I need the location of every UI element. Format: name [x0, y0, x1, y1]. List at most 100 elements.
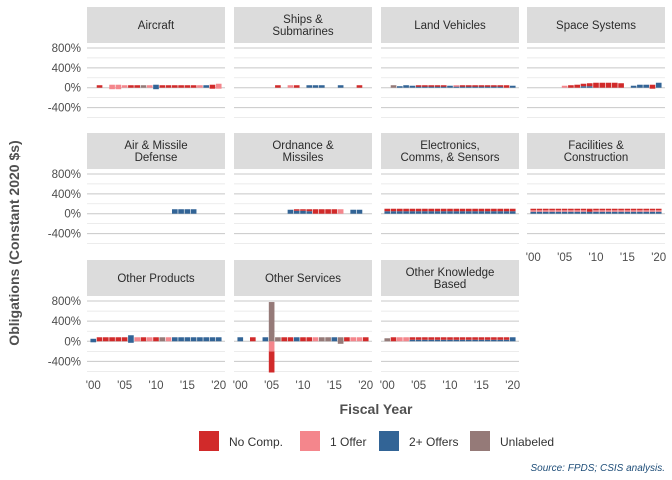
- bar-segment-two-plus: [178, 209, 184, 214]
- bar-segment-two-plus: [465, 339, 472, 342]
- bar-segment-no-comp: [171, 85, 178, 88]
- bar-segment-one-offer: [630, 210, 637, 212]
- bar-segment-two-plus: [478, 211, 485, 214]
- bar-segment-two-plus: [624, 211, 631, 214]
- bar-segment-no-comp: [422, 208, 428, 212]
- bar-segment-one-offer: [350, 337, 357, 342]
- bar-segment-two-plus: [536, 211, 543, 214]
- bar-segment-one-offer: [655, 210, 662, 212]
- bar-segment-no-comp: [428, 337, 435, 340]
- bar-segment-two-plus: [184, 209, 191, 214]
- bar-segment-two-plus: [655, 82, 662, 88]
- bar-segment-one-offer: [337, 209, 344, 214]
- bar-segment-two-plus: [459, 211, 466, 214]
- bar-segment-two-plus: [409, 85, 416, 88]
- bar-segment-two-plus: [415, 339, 422, 342]
- facet-panels: Aircraft 800% 400% 0% -400% Ships &Submarines…: [48, 7, 666, 392]
- y-tick-label: -400%: [48, 103, 81, 115]
- bar-segment-no-comp: [390, 337, 397, 342]
- bar-segment-no-comp: [478, 337, 485, 340]
- bar-segment-two-plus: [306, 211, 313, 214]
- bar-segment-no-comp: [165, 85, 172, 88]
- legend-label: 2+ Offers: [409, 435, 458, 449]
- bar-segment-two-plus: [503, 211, 510, 214]
- bar-segment-no-comp: [184, 85, 191, 88]
- bar-segment-no-comp: [415, 85, 422, 87]
- facet-title: Based: [434, 279, 467, 291]
- bar-segment-one-offer: [568, 210, 574, 212]
- bar-segment-two-plus: [403, 85, 409, 88]
- bar-segment-two-plus: [509, 211, 516, 214]
- bar-segment-no-comp: [624, 208, 631, 211]
- bar-segment-two-plus: [171, 337, 178, 342]
- bar-segment-unlabeled: [140, 85, 147, 88]
- bar-segment-no-comp: [396, 208, 403, 212]
- bar-segment-no-comp: [509, 208, 516, 212]
- bar-segment-no-comp: [102, 337, 109, 342]
- bar-segment-one-offer: [618, 210, 624, 212]
- bar-segment-no-comp: [275, 85, 281, 88]
- x-axis-title: Fiscal Year: [340, 401, 413, 417]
- bar-segment-no-comp: [484, 85, 491, 87]
- bar-segment-two-plus: [422, 211, 428, 214]
- facet-title: Construction: [564, 152, 629, 164]
- x-tick-label: '15: [474, 380, 489, 392]
- bar-segment-no-comp: [409, 337, 416, 340]
- bar-segment-no-comp: [497, 208, 504, 212]
- x-tick-label: '20: [211, 380, 226, 392]
- bar-segment-no-comp: [440, 85, 447, 87]
- bar-segment-two-plus: [465, 86, 472, 88]
- bar-segment-two-plus: [396, 211, 403, 214]
- bar-segment-no-comp: [599, 208, 606, 211]
- bar-segment-no-comp: [611, 208, 618, 211]
- bar-segment-two-plus: [440, 86, 447, 88]
- bar-segment-two-plus: [484, 86, 491, 88]
- bar-segment-no-comp: [630, 208, 637, 211]
- bar-segment-two-plus: [491, 339, 497, 342]
- y-tick-label: 800%: [52, 43, 81, 55]
- facet-strip: [87, 7, 225, 43]
- bar-segment-no-comp: [649, 84, 656, 89]
- facet-strip: [234, 260, 372, 296]
- x-tick-label: '00: [526, 252, 541, 264]
- bar-segment-one-offer: [146, 85, 153, 88]
- bar-segment-one-offer: [109, 84, 115, 90]
- bar-segment-one-offer: [453, 85, 460, 87]
- bar-segment-no-comp: [637, 208, 643, 211]
- bar-segment-no-comp: [409, 208, 416, 212]
- bar-segment-two-plus: [197, 337, 203, 342]
- bar-segment-two-plus: [428, 86, 435, 88]
- bar-segment-no-comp: [478, 85, 485, 87]
- bar-segment-two-plus: [478, 86, 485, 88]
- bar-segment-no-comp: [484, 337, 491, 340]
- bar-segment-no-comp: [465, 337, 472, 340]
- y-tick-label: 400%: [52, 316, 81, 328]
- panel-electronics-comms-sensors: Electronics,Comms, & Sensors: [381, 133, 519, 244]
- facet-title: Space Systems: [556, 20, 636, 32]
- bar-segment-two-plus: [459, 339, 466, 342]
- bar-segment-two-plus: [178, 337, 184, 342]
- bar-segment-two-plus: [434, 86, 441, 88]
- y-axis-title: Obligations (Constant 2020 $s): [6, 140, 22, 345]
- bar-segment-no-comp: [459, 208, 466, 212]
- panel-aircraft: Aircraft 800% 400% 0% -400%: [48, 7, 225, 118]
- bar-segment-one-offer: [555, 210, 562, 212]
- bar-segment-two-plus: [497, 339, 504, 342]
- bar-segment-one-offer: [396, 337, 403, 342]
- y-tick-label: -400%: [48, 229, 81, 241]
- y-tick-label: 0%: [64, 209, 81, 221]
- bar-segment-two-plus: [580, 211, 587, 214]
- bar-segment-no-comp: [190, 85, 197, 88]
- bar-segment-one-offer: [605, 210, 612, 212]
- x-tick-label: '05: [264, 380, 279, 392]
- bar-segment-one-offer: [611, 210, 618, 212]
- bar-segment-two-plus: [478, 339, 485, 342]
- bar-segment-no-comp: [306, 209, 313, 212]
- bar-segment-unlabeled: [384, 338, 391, 342]
- facet-title: Electronics,: [420, 140, 479, 152]
- bar-segment-two-plus: [293, 337, 300, 342]
- panel-ordnance-missiles: Ordnance &Missiles: [234, 133, 372, 244]
- x-tick-label: '20: [358, 380, 373, 392]
- bar-segment-one-offer: [643, 210, 650, 212]
- bar-segment-one-offer: [287, 85, 294, 88]
